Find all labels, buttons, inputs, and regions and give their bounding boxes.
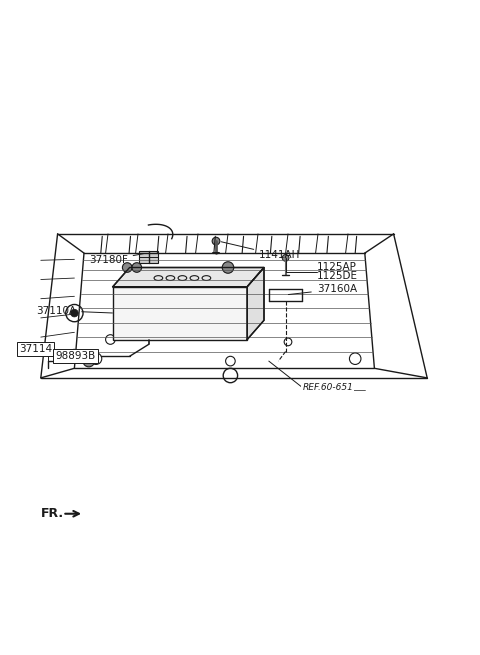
Bar (139, 251, 158, 263)
Text: 1125AP: 1125AP (317, 263, 357, 272)
Polygon shape (113, 267, 264, 287)
Bar (113, 287, 247, 339)
Circle shape (83, 356, 95, 367)
Text: FR.: FR. (41, 507, 64, 520)
Text: 37110A: 37110A (36, 306, 112, 316)
Circle shape (222, 262, 234, 273)
Text: 37160A: 37160A (288, 284, 357, 295)
Circle shape (71, 309, 78, 317)
Text: 37180F: 37180F (89, 253, 144, 265)
Text: 1141AH: 1141AH (221, 242, 300, 261)
Circle shape (132, 263, 142, 272)
Text: 1125DE: 1125DE (317, 271, 358, 281)
Circle shape (282, 255, 289, 261)
Polygon shape (247, 267, 264, 339)
Circle shape (122, 263, 132, 272)
Text: 98893B: 98893B (55, 351, 96, 362)
Text: REF.60-651: REF.60-651 (302, 383, 353, 392)
Circle shape (212, 237, 220, 245)
Text: 37114: 37114 (19, 344, 52, 354)
